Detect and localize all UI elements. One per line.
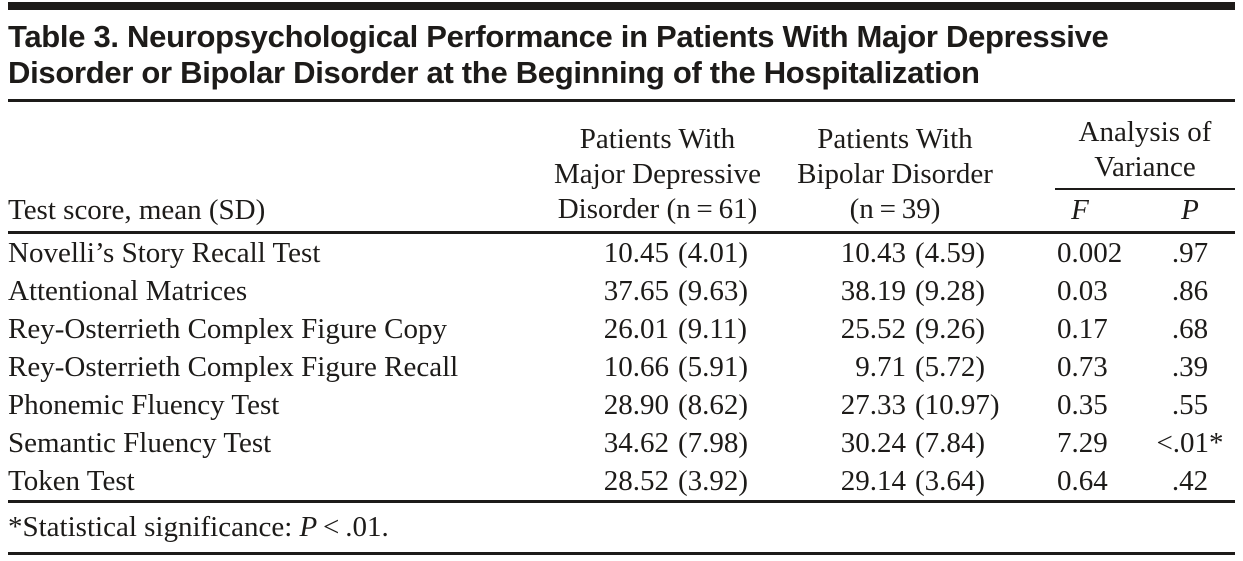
sd-value: (9.26) [915,312,986,345]
footnote-p-symbol: P [299,510,318,543]
mdd-score-cell: 26.01 (9.11) [540,310,775,348]
mdd-score-cell: 34.62 (7.98) [540,424,775,462]
column-header-test-score: Test score, mean (SD) [8,102,540,234]
mean-value: 10.66 [603,350,669,383]
sd-value: (10.97) [915,388,1000,421]
p-value: <.01* [1156,426,1224,459]
bd-score-cell: 38.19 (9.28) [775,272,1015,310]
sd-value: (9.28) [915,274,986,307]
table-header: Test score, mean (SD) Patients With Majo… [8,102,1236,234]
mdd-score-cell: 37.65 (9.63) [540,272,775,310]
table-row: Phonemic Fluency Test 28.90 (8.62) 27.33 (… [8,386,1235,424]
table-top-rule [8,2,1235,10]
sd-value: (9.63) [678,274,749,307]
sd-value: (4.59) [915,236,986,269]
footnote-text: *Statistical significance: [8,510,300,543]
f-statistic: 0.64 [1015,461,1145,503]
f-statistic: 0.73 [1057,350,1108,383]
bd-score-cell: 29.14 (3.64) [775,461,1015,503]
f-statistic: 0.03 [1057,274,1108,307]
p-value: .42 [1145,461,1236,503]
p-value: .55 [1171,388,1209,421]
mean-value: 26.01 [603,312,669,345]
table-row: Rey-Osterrieth Complex Figure Copy 26.01… [8,310,1235,348]
mdd-score-cell: 10.45 (4.01) [540,232,775,272]
header-row-statistics: F P [8,190,1236,234]
mdd-score-cell: 10.66 (5.91) [540,348,775,386]
p-value: .97 [1171,236,1209,269]
mean-value: 30.24 [840,426,906,459]
mean-value: 9.71 [855,350,906,383]
test-name: Novelli’s Story Recall Test [8,236,321,269]
sd-value: (3.92) [678,464,749,497]
test-name: Semantic Fluency Test [8,426,272,459]
mean-value: 34.62 [603,426,669,459]
table-row: Rey-Osterrieth Complex Figure Recall 10.… [8,348,1235,386]
p-value: .86 [1171,274,1209,307]
bd-score-cell: 10.43 (4.59) [775,232,1015,272]
anova-spanner-label: Analysis of Variance [1055,115,1236,190]
f-statistic: 0.35 [1057,388,1108,421]
sd-value: (5.91) [678,350,749,383]
sd-value: (7.98) [678,426,749,459]
mean-value: 25.52 [840,312,906,345]
bd-score-cell: 25.52 (9.26) [775,310,1015,348]
test-name: Phonemic Fluency Test [8,388,280,421]
mean-value: 37.65 [603,274,669,307]
footnote-threshold: < .01. [317,510,389,543]
mdd-score-cell: 28.52 (3.92) [540,461,775,503]
sd-value: (8.62) [678,388,749,421]
test-name: Rey-Osterrieth Complex Figure Recall [8,350,459,383]
table-row: Attentional Matrices 37.65 (9.63) 38.19 (9… [8,272,1235,310]
table-title: Table 3. Neuropsychological Performance … [8,19,1109,90]
p-value: .39 [1171,350,1209,383]
column-header-anova-spanner: Analysis of Variance [1015,102,1236,190]
sd-value: (7.84) [915,426,986,459]
mean-value: 27.33 [840,388,906,421]
mean-value: 28.52 [603,464,669,497]
mean-value: 28.90 [603,388,669,421]
sd-value: (5.72) [915,350,986,383]
test-name: Rey-Osterrieth Complex Figure Copy [8,312,447,345]
bd-score-cell: 30.24 (7.84) [775,424,1015,462]
table-body: Novelli’s Story Recall Test 10.45 (4.01) … [8,232,1236,503]
table-row: Semantic Fluency Test 34.62 (7.98) 30.24 (… [8,424,1235,462]
f-statistic: 0.002 [1057,236,1123,269]
mean-value: 29.14 [840,464,906,497]
test-name: Attentional Matrices [8,274,248,307]
column-header-p-value: P [1145,190,1236,234]
bd-score-cell: 9.71 (5.72) [775,348,1015,386]
sd-value: (3.64) [915,464,986,497]
neuropsych-performance-table: Test score, mean (SD) Patients With Majo… [8,102,1236,503]
table-row: Token Test 28.52 (3.92) 29.14 (3.64) 0.64 … [8,461,1236,503]
table-row: Novelli’s Story Recall Test 10.45 (4.01) … [8,232,1235,272]
p-value: .68 [1171,312,1209,345]
f-statistic: 0.17 [1057,312,1108,345]
f-statistic: 7.29 [1057,426,1108,459]
mean-value: 10.43 [840,236,906,269]
column-header-mdd-group: Patients With Major Depressive Disorder … [540,102,775,234]
column-header-f-statistic: F [1015,190,1145,234]
table-footnote: *Statistical significance: P < .01. [8,503,1235,555]
mdd-score-cell: 28.90 (8.62) [540,386,775,424]
mean-value: 10.45 [603,236,669,269]
mean-value: 38.19 [840,274,906,307]
sd-value: (4.01) [678,236,749,269]
test-name: Token Test [8,461,540,503]
sd-value: (9.11) [678,312,747,345]
header-row-groups: Test score, mean (SD) Patients With Majo… [8,102,1236,234]
column-header-bd-group: Patients With Bipolar Disorder (n = 39) [775,102,1015,234]
bd-score-cell: 27.33 (10.97) [775,386,1015,424]
title-bottom-rule [8,99,1235,102]
